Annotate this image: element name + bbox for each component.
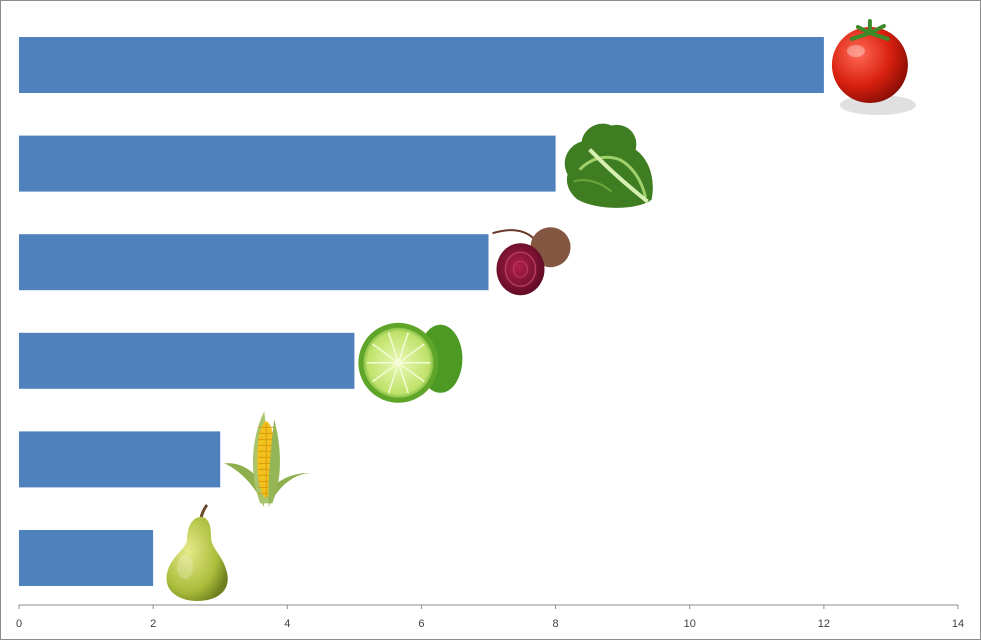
lettuce-icon	[564, 123, 653, 208]
tomato-icon	[831, 19, 916, 115]
bar-tomato	[19, 37, 824, 93]
x-tick-label: 2	[150, 618, 156, 630]
pear-icon	[166, 503, 228, 601]
x-tick-label: 0	[16, 618, 22, 630]
x-tick-label: 4	[284, 618, 290, 630]
lime-icon	[358, 322, 463, 403]
x-tick-label: 8	[553, 618, 559, 630]
bar-corn	[19, 431, 221, 488]
bar-lime	[19, 332, 355, 389]
corn-icon	[224, 411, 315, 508]
beet-icon	[492, 227, 571, 296]
bar-lettuce	[19, 135, 556, 192]
x-tick-label: 6	[418, 618, 424, 630]
bar-pear	[19, 530, 154, 586]
x-tick-label: 14	[952, 618, 964, 630]
bar-beet	[19, 234, 489, 291]
x-tick-label: 12	[818, 618, 830, 630]
x-tick-label: 10	[684, 618, 696, 630]
